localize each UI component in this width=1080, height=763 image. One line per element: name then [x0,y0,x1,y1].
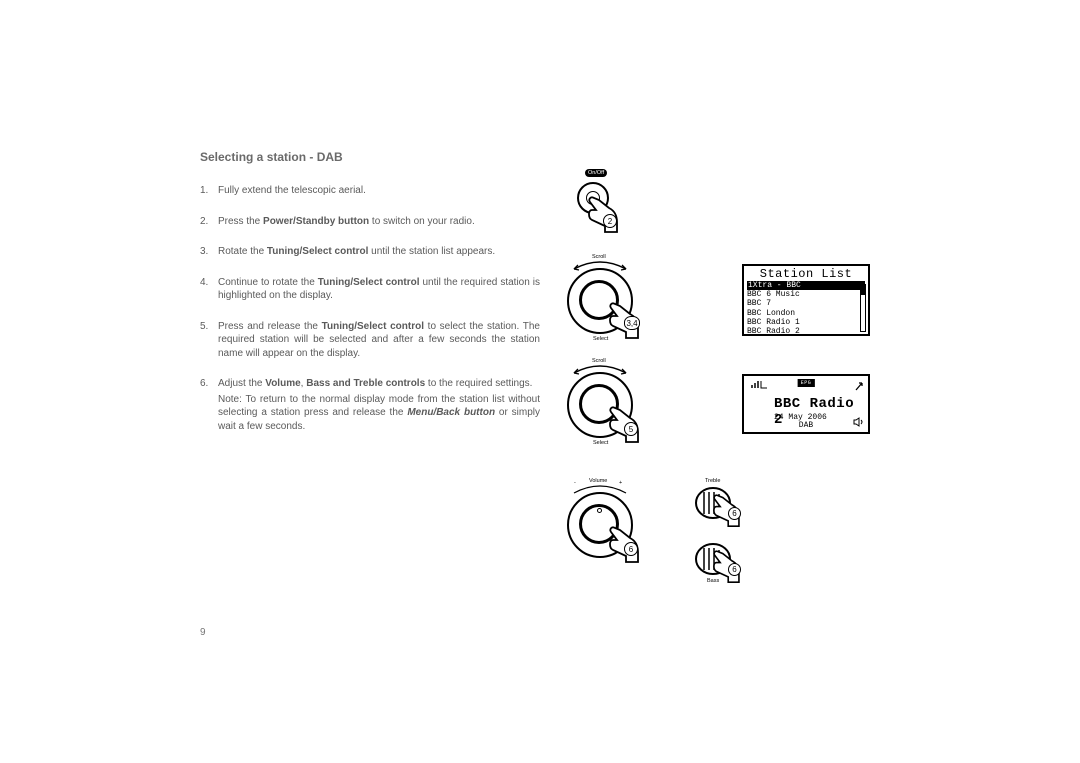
step-6: 6. Adjust the Volume, Bass and Treble co… [200,377,540,433]
page-number: 9 [200,627,206,638]
step-bubble-34: 3,4 [624,316,640,330]
signal-icon [750,380,768,392]
instruction-list: 1. Fully extend the telescopic aerial. 2… [200,184,540,433]
t: Press the [218,216,263,227]
treble-label: Treble [705,478,720,484]
step-bubble-5: 5 [624,422,638,436]
lcd-title: Station List [744,266,868,281]
step-number: 6. [200,377,208,391]
t-bold: Tuning/Select control [267,246,368,257]
t-bold: Volume [265,378,300,389]
step-number: 2. [200,215,208,229]
step-number: 4. [200,276,208,290]
epg-badge: EPG [798,379,815,387]
step-bubble-6: 6 [728,507,741,520]
t: until the station list appears. [368,246,495,257]
nav-arrow-icon [854,379,864,394]
select-label: Select [593,440,608,446]
step-bubble-6: 6 [624,542,638,556]
bass-label: Bass [707,578,719,584]
step-note: Note: To return to the normal display mo… [218,393,540,434]
t-bold: Power/Standby button [263,216,369,227]
lcd-list-item: BBC Radio 2 [747,327,865,336]
step-text: Fully extend the telescopic aerial. [218,185,366,196]
lcd-list-item: BBC 7 [747,299,865,308]
step-2: 2. Press the Power/Standby button to swi… [200,215,540,229]
step-4: 4. Continue to rotate the Tuning/Select … [200,276,540,303]
lcd-now-playing: EPG BBC Radio 2 24 May 2006 DAB [742,374,870,434]
t-bold: Menu/Back button [407,407,495,418]
step-1: 1. Fully extend the telescopic aerial. [200,184,540,198]
step-bubble-2: 2 [603,214,617,228]
t: to switch on your radio. [369,216,475,227]
step-bubble-6: 6 [728,563,741,576]
step-number: 3. [200,245,208,259]
lcd-list-item: BBC 6 Music [747,290,865,299]
t-bold: Tuning/Select control [322,321,424,332]
onoff-label: On/Off [585,169,607,177]
t-bold: Tuning/Select control [318,277,420,288]
t-bold: Bass and Treble controls [306,378,425,389]
lcd-list: 1Xtra - BBCBBC 6 MusicBBC 7BBC LondonBBC… [744,281,868,339]
step-5: 5. Press and release the Tuning/Select c… [200,320,540,361]
mode-label: DAB [799,421,813,430]
step-number: 1. [200,184,208,198]
t: to the required settings. [425,378,532,389]
step-number: 5. [200,320,208,334]
t: Rotate the [218,246,267,257]
select-label: Select [593,336,608,342]
section-heading: Selecting a station - DAB [200,150,880,164]
lcd-list-item: 1Xtra - BBC [747,281,865,290]
t: Continue to rotate the [218,277,318,288]
scrollbar-icon [860,284,866,332]
lcd-list-item: BBC Radio 1 [747,318,865,327]
lcd-list-item: BBC London [747,309,865,318]
speaker-icon [853,417,864,430]
step-3: 3. Rotate the Tuning/Select control unti… [200,245,540,259]
t: Adjust the [218,378,265,389]
lcd-station-list: Station List 1Xtra - BBCBBC 6 MusicBBC 7… [742,264,870,336]
t: Press and release the [218,321,322,332]
